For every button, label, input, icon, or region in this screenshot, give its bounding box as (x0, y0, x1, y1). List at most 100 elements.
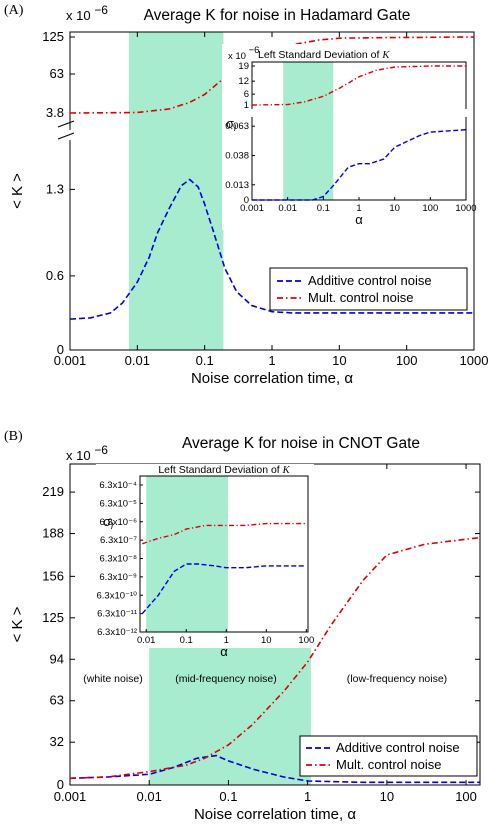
panel-b-inset-y-tick-label: 6.3x10⁻⁷ (100, 535, 138, 546)
panel-b-annotation-white-noise: (white noise) (83, 673, 143, 685)
panel-b-inset: Left Standard Deviation of K 0.01 0.1 1 10 10… (96, 464, 314, 659)
panel-b-inset-x-tick-label: 10 (261, 635, 272, 646)
panel-b-legend-mult-label: Mult. control noise (336, 757, 442, 772)
panel-b-legend-additive-label: Additive control noise (336, 740, 460, 755)
panel-a-inset: Left Standard Deviation of Kx 10 −60.001… (222, 44, 477, 230)
panel-a-y-tick-label: 0.6 (46, 268, 64, 283)
panel-b-inset-title-variable: K (282, 465, 291, 476)
panel-a-series-additive-line (69, 178, 474, 320)
panel-b-inset-y-tick-label: 6.3x10⁻⁶ (100, 517, 138, 528)
panel-b-x-tick-label: 1 (304, 789, 311, 804)
panel-a-inset-additive-line (252, 129, 467, 201)
panel-a-scale-label-exponent: −6 (94, 3, 108, 17)
panel-a-inset-y-axis-label: σl (226, 116, 237, 133)
panel-a-inset-y-tick-label: 0.063 (225, 121, 249, 132)
panel-b-inset-axes-box (139, 475, 309, 633)
panel-b-y-tick-label: 188 (42, 526, 64, 541)
panel-b-inset-x-tick-label: 0.01 (137, 635, 156, 646)
panel-b-inset-x-tick-label: 100 (298, 635, 314, 646)
panel-a-x-tick-label: 10 (332, 353, 346, 368)
panel-b-label: (B) (4, 429, 23, 444)
panel-a-inset-x-tick-label: 10 (389, 203, 400, 214)
panel-a-title: Average K for noise in Hadamard Gate (144, 7, 411, 24)
panel-b-inset-y-tick-label: 6.3x10⁻⁴ (99, 480, 137, 491)
panel-a-inset-axis-break-gap (249, 109, 255, 117)
panel-a-shaded-region (128, 32, 224, 350)
panel-a-x-tick-label: 1 (268, 353, 275, 368)
panel-b-scale-label: x 10 −6 (66, 443, 108, 463)
panel-b-inset-y-tick-label: 6.3x10⁻⁹ (99, 572, 137, 583)
panel-a-inset-y-tick-label: 19 (238, 61, 249, 72)
panel-b-inset-y-tick-label: 6.3x10⁻¹¹ (97, 609, 137, 620)
panel-b-inset-x-tick-label: 0.1 (180, 635, 193, 646)
panel-b-x-tick-label: 0.1 (219, 789, 237, 804)
panel-a-legend-mult-label: Mult. control noise (308, 290, 414, 305)
panel-b-inset-additive-line (141, 563, 307, 615)
panel-a-legend-additive-label: Additive control noise (308, 273, 432, 288)
panel-b-y-tick-label: 156 (42, 568, 64, 583)
panel-a-legend-box (269, 267, 468, 311)
panel-a-series-mult-line (69, 36, 475, 114)
panel-a-x-tick-label: 100 (396, 353, 418, 368)
panel-b-inset-x-tick-label: 1 (224, 635, 229, 646)
panel-b-inset-y-tick-label: 6.3x10⁻⁵ (100, 498, 138, 509)
panel-a-inset-x-tick-label: 1000 (455, 203, 476, 214)
panel-a-inset-x-tick-label: 1 (356, 203, 361, 214)
panel-b-x-tick-label: 0.01 (137, 789, 162, 804)
panel-a-y-tick-label: 0 (57, 342, 64, 357)
panel-a-y-tick-label: 1.3 (46, 181, 64, 196)
panel-a-x-tick-label: 0.01 (125, 353, 150, 368)
panel-b-scale-label-exponent: −6 (94, 443, 108, 457)
panel-a-inset-x-axis-label: α (355, 212, 363, 227)
panel-a-y-tick-label: 125 (42, 29, 64, 44)
panel-b-inset-y-axis-label-subscript: l (111, 521, 114, 531)
panel-b-y-tick-label: 32 (50, 734, 64, 749)
panel-a-axis-break-mark (57, 132, 75, 140)
panel-b-y-tick-label: 0 (57, 777, 64, 792)
panel-a-axis-break-mark (57, 120, 75, 128)
panel-b-inset-shaded-region (146, 476, 228, 632)
panel-b-inset-mult-line (142, 522, 307, 545)
panel-b-inset-y-tick-label: 6.3x10⁻¹⁰ (96, 590, 137, 601)
panel-a-inset-x-tick-label: 0.001 (240, 203, 264, 214)
panel-a-inset-y-tick-label: 0.013 (225, 180, 249, 191)
panel-b-y-axis-label: < K > (9, 606, 26, 642)
panel-b-legend-box (299, 735, 478, 777)
panel-a: (A) x 10 −6 Average K for noise in Hadamar… (4, 3, 488, 387)
panel-a-inset-x-tick-label: 0.01 (278, 203, 297, 214)
panel-b-inset-y-tick-label: 6.3x10⁻⁸ (99, 554, 137, 565)
panel-b-x-tick-label: 100 (455, 789, 477, 804)
panel-a-inset-y-tick-label: 6 (244, 89, 249, 100)
panel-b-series-additive-line (69, 754, 480, 784)
panel-b-x-tick-label: 10 (380, 789, 394, 804)
panel-a-x-axis-label: Noise correlation time, α (191, 370, 353, 387)
panel-a-x-tick-label: 0.1 (196, 353, 214, 368)
panel-b-inset-y-axis-label: σl (103, 514, 114, 531)
panel-b-annotation-mid-frequency: (mid-frequency noise) (175, 673, 277, 685)
panel-a-y-tick-label: 63 (50, 66, 64, 81)
panel-a-label: (A) (4, 3, 24, 18)
panel-a-inset-y-tick-label: 1 (244, 100, 249, 111)
panel-b-series-mult-line (69, 536, 481, 780)
panel-a-y-axis-label: < K > (9, 173, 26, 209)
panel-a-inset-y-tick-label: 12 (238, 76, 249, 87)
panel-b-inset-title: Left Standard Deviation of K (158, 464, 290, 476)
panel-b-y-tick-label: 219 (42, 484, 64, 499)
panel-a-inset-x-tick-label: 100 (422, 203, 438, 214)
panel-a-y-tick-label: 3.8 (46, 105, 64, 120)
panel-a-inset-y-tick-label: 0 (244, 195, 249, 206)
panel-a-inset-title-variable: K (381, 50, 390, 61)
panel-a-legend: Additive control noise Mult. control nois… (269, 267, 468, 311)
panel-a-inset-y-tick-label: 0.038 (225, 150, 249, 161)
panel-a-x-tick-label: 0.001 (54, 353, 87, 368)
panel-b-annotation-low-frequency: (low-frequency noise) (347, 673, 447, 685)
panel-a-inset-x-tick-label: 0.1 (317, 203, 330, 214)
panel-b-title: Average K for noise in CNOT Gate (182, 435, 420, 452)
panel-b-inset-x-axis-label: α (220, 644, 228, 659)
panel-b-x-axis-label: Noise correlation time, α (194, 806, 356, 823)
panel-b: (B) x 10 −6 Average K for noise in CNOT Ga… (4, 429, 481, 823)
panel-a-inset-scale-exponent: −6 (249, 45, 260, 56)
panel-b-y-tick-label: 63 (50, 693, 64, 708)
panel-a-inset-title: Left Standard Deviation of K (258, 49, 390, 61)
